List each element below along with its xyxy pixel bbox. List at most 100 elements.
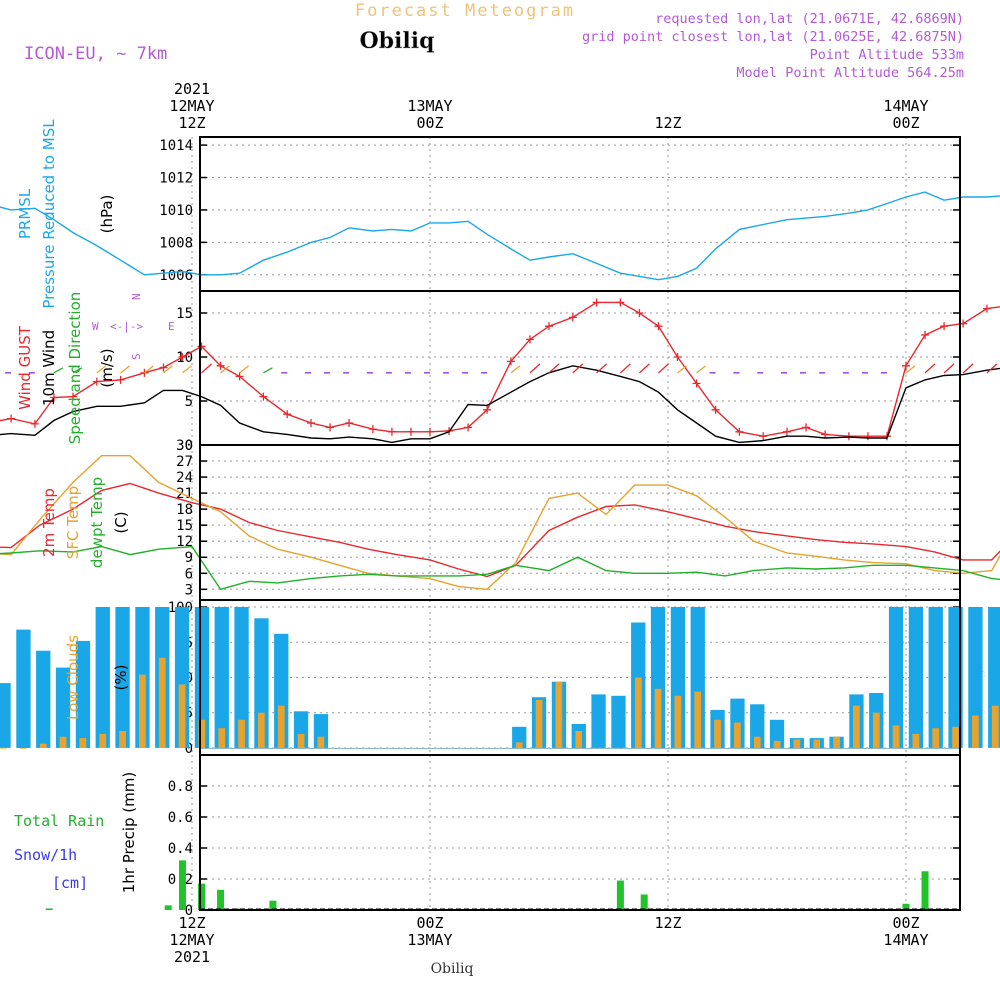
clouds-bar: [297, 733, 305, 748]
wind-gust-marker: [821, 430, 830, 439]
clouds-bar: [277, 705, 285, 748]
wind-direction-arrow: [986, 363, 998, 374]
wind-gust-marker: [69, 392, 77, 401]
wind-series-line: [0, 301, 1000, 437]
pressure-ytick-label: 1012: [159, 171, 193, 187]
clouds-bar: [79, 738, 87, 748]
clouds-bar: [119, 731, 126, 748]
footer-location: Obiliq: [431, 961, 474, 977]
precip-ytick-label: 0.6: [168, 810, 193, 826]
time-label-top: 00Z: [416, 114, 443, 132]
temperature-series-line: [0, 455, 1000, 591]
precip-ylabel: 1hr Precip (mm): [120, 772, 138, 893]
wind-direction-arrow: [263, 367, 273, 374]
clouds-bar: [158, 657, 166, 748]
wind-gust-marker: [7, 414, 16, 423]
wind-gust-marker: [345, 419, 354, 427]
wind-direction-arrow: [163, 365, 173, 374]
time-label-top: 12Z: [178, 114, 205, 132]
clouds-bar: [773, 740, 781, 748]
wind-gust-marker: [863, 432, 872, 441]
clouds-bar: [634, 677, 642, 748]
clouds-bar: [793, 739, 801, 748]
precip-bar: [616, 880, 624, 910]
clouds-bar: [714, 719, 721, 748]
time-label-top: 00Z: [892, 114, 919, 132]
clouds-bar: [734, 722, 741, 748]
temperature-series-line: [0, 545, 1000, 591]
precip-ytick-label: 0: [185, 903, 193, 919]
wind-gust-marker: [426, 427, 434, 436]
clouds-bar: [908, 607, 924, 748]
wind-direction-arrow: [677, 365, 687, 374]
clouds-ylabel: Total Clouds: [16, 632, 34, 724]
pressure-ytick-label: 1010: [159, 203, 193, 219]
wind-direction-arrow: [905, 365, 916, 374]
temperature-ytick-label: 15: [176, 518, 193, 534]
compass-w: W: [92, 320, 99, 333]
wind-direction-arrow: [924, 363, 936, 374]
compass-s: S: [130, 353, 143, 360]
clouds-bar: [892, 725, 900, 748]
wind-gust-marker: [49, 393, 58, 402]
clouds-bar: [16, 629, 31, 748]
clouds-bar: [178, 684, 186, 748]
clouds-bar: [991, 705, 999, 748]
clouds-bar: [317, 736, 325, 748]
wind-direction-arrow: [510, 365, 521, 374]
wind-direction-arrow: [96, 365, 107, 374]
wind-gust-marker: [178, 353, 187, 361]
wind-direction-arrow: [619, 363, 631, 374]
wind-gust-marker: [844, 432, 853, 441]
time-label-bottom: 00Z: [892, 914, 919, 932]
temperature-ytick-label: 9: [185, 550, 193, 566]
wind-gust-marker: [326, 423, 335, 432]
clouds-ylabel: Low Clouds: [64, 635, 82, 720]
wind-direction-arrow: [201, 363, 212, 374]
wind-gust-marker: [406, 427, 415, 436]
clouds-bar: [238, 719, 245, 748]
time-label-bottom: 2021: [174, 948, 210, 966]
compass-e: E: [168, 320, 175, 333]
clouds-bar: [20, 748, 27, 749]
wind-gust-marker: [116, 375, 125, 384]
clouds-bar: [535, 700, 543, 748]
clouds-bar: [753, 736, 761, 748]
model-altitude: Model Point Altitude 564.25m: [736, 65, 964, 81]
wind-gust-marker: [759, 432, 768, 441]
wind-direction-arrow: [943, 363, 955, 374]
wind-series-line: [0, 365, 1000, 444]
clouds-bar: [888, 607, 904, 748]
wind-gust-marker: [216, 361, 225, 370]
wind-gust-marker: [802, 423, 811, 432]
clouds-bar: [214, 607, 229, 748]
clouds-bar: [55, 667, 71, 748]
precip-bar: [164, 905, 172, 910]
wind-direction-arrow: [72, 367, 83, 374]
clouds-bar: [912, 733, 920, 748]
wind-gust-marker: [616, 298, 625, 307]
pressure-series-line: [0, 191, 1000, 281]
wind-ytick-label: 15: [176, 306, 193, 322]
wind-direction-arrow: [962, 363, 974, 374]
wind-direction-arrow: [696, 365, 706, 374]
clouds-bar: [988, 607, 1000, 748]
clouds-bar: [515, 742, 523, 748]
wind-direction-arrow: [120, 365, 130, 374]
wind-gust-marker: [635, 309, 644, 317]
temperature-ytick-label: 18: [176, 502, 193, 518]
clouds-bar: [274, 633, 289, 748]
clouds-bar: [174, 607, 190, 748]
temperature-ylabel: (C): [112, 511, 130, 533]
clouds-bar: [575, 731, 583, 748]
temperature-ylabel: SFC Temp: [64, 486, 82, 559]
wind-frame: [199, 290, 961, 446]
precip-ytick-label: 0.8: [168, 779, 193, 795]
time-label-bottom: 12MAY: [169, 931, 214, 949]
wind-gust-marker: [692, 379, 701, 388]
clouds-bar: [39, 743, 47, 748]
temperature-ytick-label: 30: [176, 438, 193, 454]
chart-title: Forecast Meteogram: [355, 1, 575, 21]
time-label-bottom: 12Z: [178, 914, 205, 932]
clouds-bar: [99, 733, 107, 748]
